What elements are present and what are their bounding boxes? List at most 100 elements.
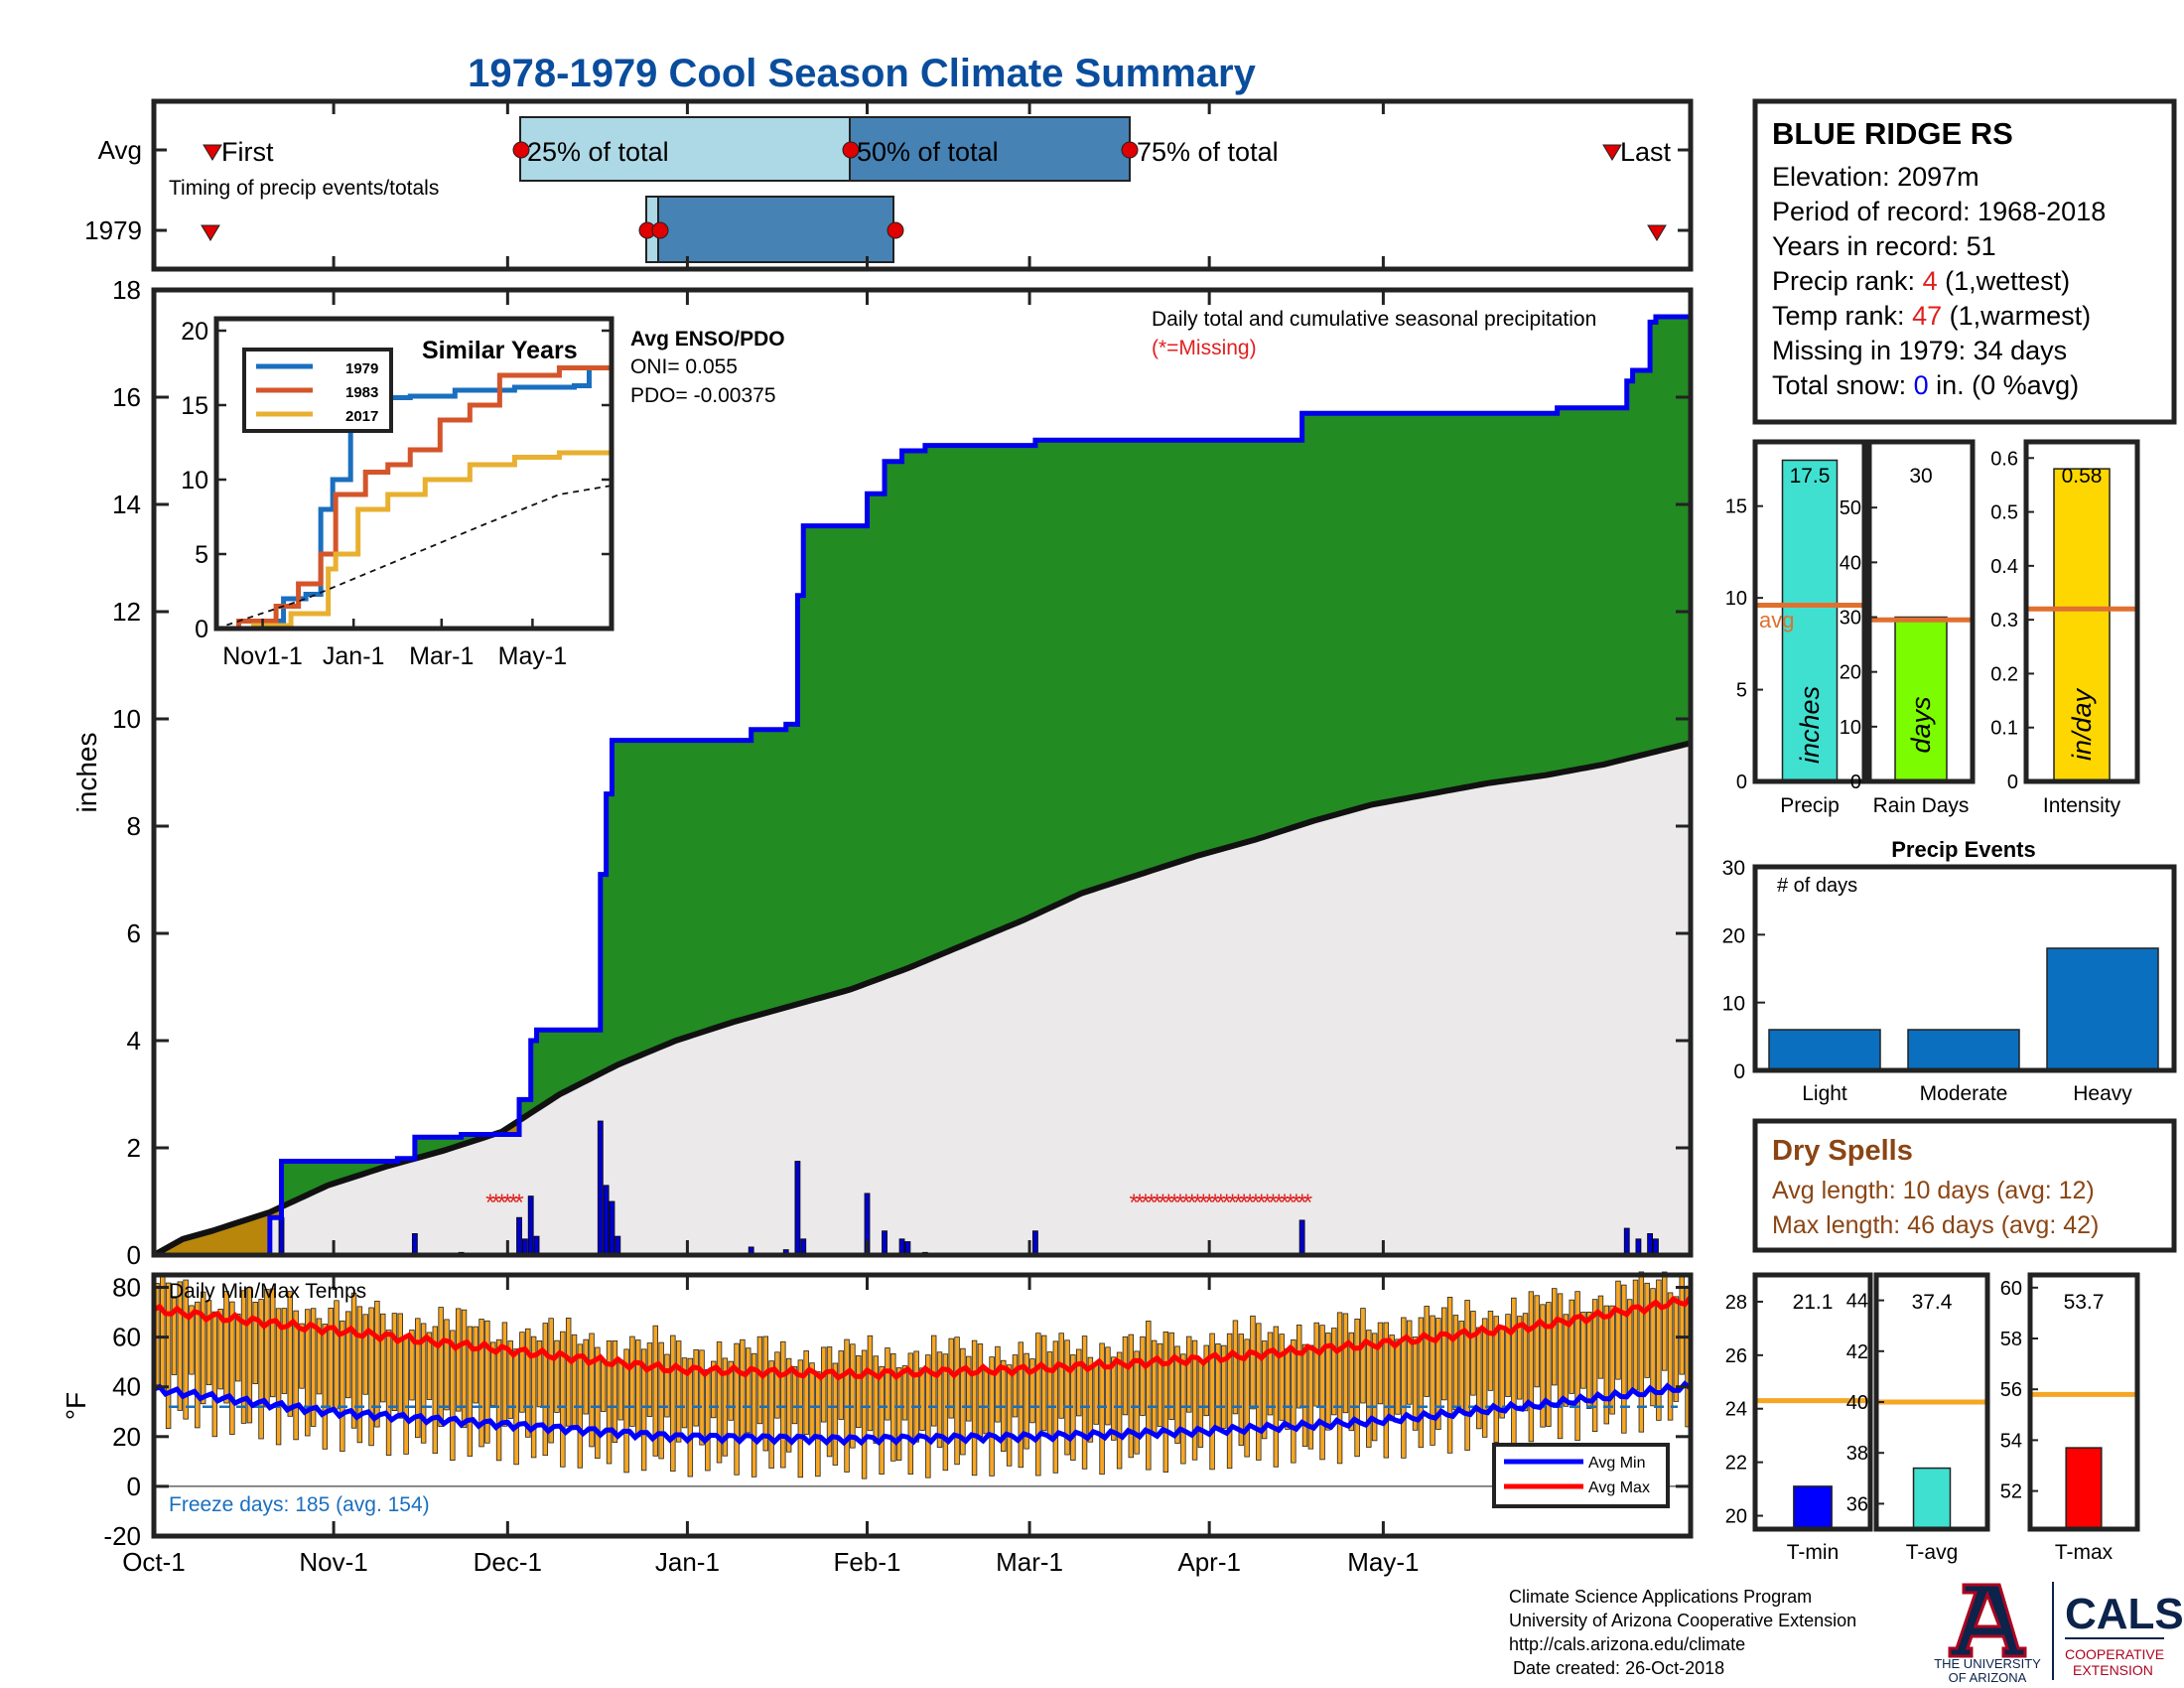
daily-temp-bar — [1157, 1342, 1163, 1427]
daily-temp-bar — [258, 1299, 264, 1440]
inset-x-tick-label: Jan-1 — [323, 642, 385, 670]
cals-logo: CALS — [2065, 1590, 2184, 1638]
timing-row-1979: 1979 — [84, 215, 142, 245]
daily-temp-bar — [455, 1308, 462, 1412]
season-panel-frame — [2023, 439, 2140, 784]
tmean-tick-label: 38 — [1846, 1443, 1868, 1465]
daily-temp-bar — [589, 1333, 595, 1448]
daily-temp-bar — [600, 1360, 607, 1412]
daily-temp-bar — [681, 1357, 688, 1429]
events-tick-label: 30 — [1722, 857, 1745, 880]
missing-day-marker: * — [503, 1190, 512, 1216]
main-y-tick-label: 14 — [112, 490, 141, 519]
daily-temp-bar — [1105, 1346, 1111, 1426]
daily-temp-bar — [1673, 1296, 1680, 1402]
daily-temp-bar — [1650, 1288, 1656, 1407]
daily-temp-bar — [1313, 1322, 1319, 1407]
station-snow: Total snow: 0 in. (0 %avg) — [1772, 370, 2079, 400]
daily-temp-bar — [885, 1347, 890, 1421]
daily-temp-bar — [797, 1359, 804, 1478]
daily-temp-bar — [977, 1343, 984, 1437]
daily-temp-bar — [1174, 1345, 1180, 1444]
daily-temp-bar — [646, 1342, 653, 1417]
inset-legend-1983: 1983 — [345, 384, 378, 401]
daily-temp-bar — [1452, 1315, 1459, 1411]
daily-temp-bar — [820, 1346, 827, 1423]
season-tick-label: 0 — [1850, 772, 1861, 793]
main-y-tick-label: 10 — [112, 704, 141, 734]
season-panel-frame — [1752, 439, 1867, 784]
events-category-label: Moderate — [1920, 1082, 2008, 1105]
daily-temp-bar — [652, 1325, 659, 1457]
page-title: 1978-1979 Cool Season Climate Summary — [468, 52, 1256, 95]
daily-temp-bar — [629, 1336, 635, 1427]
inset-x-tick-label: Mar-1 — [409, 642, 474, 670]
missing-day-marker: * — [1204, 1190, 1213, 1216]
missing-day-marker: * — [509, 1190, 518, 1216]
daily-temp-bar — [1232, 1320, 1239, 1415]
daily-temp-bar — [403, 1336, 409, 1455]
season-tick-label: 50 — [1840, 497, 1861, 519]
station-missing: Missing in 1979: 34 days — [1772, 336, 2067, 365]
daily-temp-bar — [542, 1323, 549, 1457]
missing-day-marker: * — [497, 1190, 506, 1216]
daily-temp-bar — [1603, 1305, 1610, 1425]
enso-pdo: PDO= -0.00375 — [630, 384, 776, 407]
daily-temp-bar — [954, 1336, 960, 1466]
events-category-label: Heavy — [2073, 1082, 2132, 1105]
daily-temp-bar — [1122, 1336, 1129, 1416]
daily-temp-bar — [1464, 1300, 1470, 1451]
daily-temp-bar — [1522, 1313, 1529, 1412]
season-value-label: 17.5 — [1790, 465, 1831, 488]
main-y-tick-label: 6 — [127, 918, 141, 948]
daily-temp-bar — [1180, 1353, 1186, 1465]
daily-temp-bar — [1301, 1343, 1308, 1448]
daily-temp-bar — [1256, 1323, 1262, 1461]
daily-temp-bar — [1644, 1282, 1650, 1378]
inset-y-tick-label: 15 — [181, 392, 208, 420]
daily-precip-bar — [614, 1235, 621, 1256]
tmean-bar-t-max — [2065, 1447, 2103, 1530]
month-tick-label: Oct-1 — [122, 1547, 186, 1577]
missing-day-marker: * — [514, 1190, 523, 1216]
daily-temp-bar — [919, 1367, 925, 1431]
daily-temp-bar — [1244, 1338, 1250, 1458]
daily-temp-bar — [565, 1318, 572, 1427]
timing-avg-last-marker — [1602, 144, 1622, 161]
daily-temp-bar — [1446, 1297, 1453, 1454]
tmean-bar-t-avg — [1912, 1467, 1952, 1530]
missing-day-marker: * — [485, 1190, 494, 1216]
timing-first-label: First — [221, 137, 274, 167]
tmean-tick-label: 36 — [1846, 1493, 1868, 1515]
season-avg-label: avg — [1759, 608, 1794, 633]
daily-temp-bar — [380, 1313, 386, 1403]
missing-day-marker: * — [1181, 1190, 1190, 1216]
daily-temp-bar — [362, 1314, 368, 1395]
daily-temp-bar — [907, 1352, 914, 1475]
daily-temp-bar — [177, 1281, 184, 1411]
freeze-days-text: Freeze days: 185 (avg. 154) — [169, 1493, 430, 1516]
daily-temp-bar — [1597, 1295, 1604, 1379]
missing-day-marker: * — [1275, 1190, 1284, 1216]
daily-temp-bar — [756, 1336, 763, 1425]
missing-day-marker: * — [1210, 1190, 1219, 1216]
daily-temp-bar — [305, 1309, 311, 1437]
timing-1979-last-marker — [1647, 224, 1667, 241]
missing-day-marker: * — [1263, 1190, 1272, 1216]
inset-legend-2017: 2017 — [345, 408, 378, 425]
daily-temp-bar — [867, 1335, 874, 1432]
tmean-panel-frame — [2027, 1272, 2140, 1532]
season-panel-frame — [1866, 439, 1976, 784]
daily-temp-bar — [826, 1346, 833, 1458]
daily-temp-bar — [705, 1368, 711, 1472]
missing-day-marker: * — [1175, 1190, 1184, 1216]
main-y-tick-label: 8 — [127, 811, 141, 841]
daily-temp-bar — [699, 1349, 705, 1446]
daily-temp-bar — [1006, 1364, 1013, 1467]
season-tick-label: 0.4 — [1990, 556, 2018, 578]
daily-temp-bar — [670, 1335, 676, 1473]
daily-temp-bar — [1569, 1299, 1574, 1394]
daily-temp-bar — [1632, 1279, 1639, 1391]
